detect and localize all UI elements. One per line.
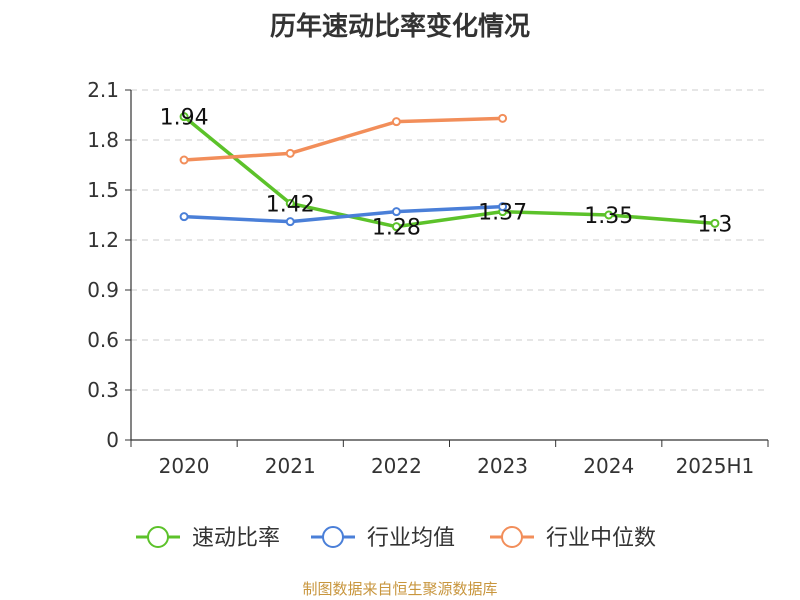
data-source-note: 制图数据来自恒生聚源数据库 <box>302 580 498 598</box>
y-tick-label: 2.1 <box>87 78 119 102</box>
data-point <box>391 117 401 127</box>
data-point <box>285 198 295 208</box>
data-point <box>391 207 401 217</box>
data-point <box>604 210 614 220</box>
legend-label: 速动比率 <box>192 526 280 551</box>
series-line-0 <box>182 115 716 229</box>
x-tick-label: 2024 <box>583 454 634 478</box>
y-tick-label: 1.2 <box>87 228 119 252</box>
data-label: 1.3 <box>697 212 732 237</box>
legend-item-1[interactable]: 行业均值 <box>311 526 455 551</box>
legend-swatch-marker <box>501 526 523 548</box>
grid-lines <box>131 89 768 391</box>
x-tick-label: 2025H1 <box>676 454 755 478</box>
data-label: 1.94 <box>160 106 209 131</box>
axes: 0 0.3 0.6 0.9 1.2 1.5 1.8 2.1 2020 2021 2022 2023 20… <box>87 78 769 478</box>
y-tick-label: 1.8 <box>87 128 119 152</box>
legend-swatch-marker <box>147 526 169 548</box>
data-point <box>179 155 189 165</box>
data-label: 1.28 <box>372 216 421 241</box>
series-lines <box>179 112 720 232</box>
y-tick-label: 1.5 <box>87 178 119 202</box>
data-point <box>285 217 295 227</box>
series-line-2 <box>183 116 503 162</box>
legend[interactable]: 速动比率 行业均值 行业中位数 <box>136 526 656 551</box>
y-tick-label: 0.6 <box>87 328 119 352</box>
data-labels: 1.94 1.42 1.28 1.37 1.35 1.3 <box>160 106 733 241</box>
legend-label: 行业均值 <box>367 526 455 551</box>
data-label: 1.37 <box>478 201 527 226</box>
data-point <box>285 148 295 158</box>
legend-swatch-marker <box>322 526 344 548</box>
legend-item-0[interactable]: 速动比率 <box>136 526 280 551</box>
x-tick-label: 2023 <box>477 454 528 478</box>
data-label: 1.35 <box>584 204 633 229</box>
chart-title: 历年速动比率变化情况 <box>269 12 530 42</box>
data-point <box>179 212 189 222</box>
x-tick-label: 2021 <box>265 454 316 478</box>
y-tick-label: 0.9 <box>87 278 119 302</box>
legend-item-2[interactable]: 行业中位数 <box>490 526 656 551</box>
y-tick-label: 0 <box>106 428 119 452</box>
x-tick-label: 2022 <box>371 454 422 478</box>
x-tick-label: 2020 <box>159 454 210 478</box>
data-point <box>498 113 508 123</box>
y-tick-label: 0.3 <box>87 378 119 402</box>
data-point <box>391 222 401 232</box>
legend-label: 行业中位数 <box>546 526 656 551</box>
data-label: 1.42 <box>266 192 315 217</box>
series-line-1 <box>184 204 503 224</box>
data-point <box>179 112 189 122</box>
data-point <box>710 218 720 228</box>
data-point <box>498 202 508 212</box>
